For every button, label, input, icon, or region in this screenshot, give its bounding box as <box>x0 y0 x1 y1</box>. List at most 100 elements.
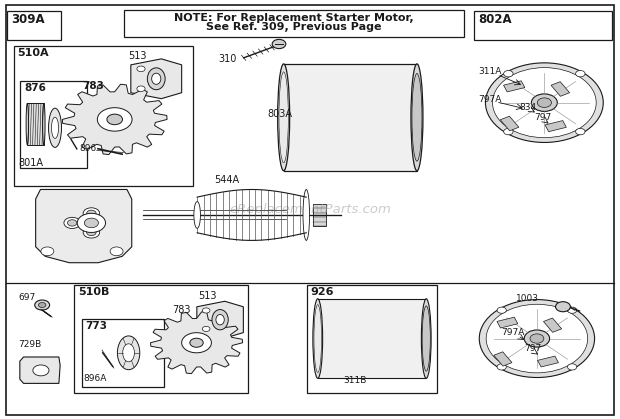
Polygon shape <box>63 84 167 155</box>
Text: 834: 834 <box>520 103 537 112</box>
Ellipse shape <box>51 117 58 138</box>
Text: 729B: 729B <box>19 340 42 349</box>
Text: 513: 513 <box>198 291 217 301</box>
Ellipse shape <box>303 189 309 241</box>
Bar <box>497 317 518 328</box>
Bar <box>14 46 193 186</box>
Bar <box>283 64 417 171</box>
Bar <box>538 356 559 367</box>
Polygon shape <box>197 301 243 338</box>
Circle shape <box>83 227 100 238</box>
Circle shape <box>202 308 210 313</box>
Circle shape <box>97 108 132 131</box>
Circle shape <box>485 63 603 142</box>
Circle shape <box>567 307 577 313</box>
Ellipse shape <box>117 336 140 370</box>
Ellipse shape <box>422 306 430 371</box>
Bar <box>27 103 44 145</box>
Text: 510A: 510A <box>17 48 49 58</box>
Text: 309A: 309A <box>11 13 45 26</box>
Ellipse shape <box>148 68 165 90</box>
Text: 896A: 896A <box>84 375 107 383</box>
Circle shape <box>83 208 100 219</box>
Text: 510B: 510B <box>78 287 110 297</box>
Text: 876: 876 <box>24 83 46 93</box>
Bar <box>503 81 525 92</box>
Text: 311B: 311B <box>343 377 366 385</box>
Circle shape <box>503 129 513 135</box>
Bar <box>74 285 248 393</box>
Polygon shape <box>20 357 60 383</box>
Text: 926: 926 <box>311 287 334 297</box>
Text: 801A: 801A <box>19 158 43 168</box>
Text: 797A: 797A <box>479 95 502 104</box>
Bar <box>424 316 428 361</box>
Ellipse shape <box>314 305 322 372</box>
Circle shape <box>479 300 595 378</box>
Circle shape <box>497 364 507 370</box>
Circle shape <box>556 302 570 312</box>
Text: 797A: 797A <box>501 328 525 337</box>
Circle shape <box>110 247 123 256</box>
Circle shape <box>33 365 49 376</box>
Text: 783: 783 <box>172 305 191 315</box>
Circle shape <box>137 66 145 72</box>
Ellipse shape <box>313 299 322 378</box>
Circle shape <box>567 364 577 370</box>
Ellipse shape <box>422 299 431 378</box>
Bar <box>124 10 464 37</box>
Bar <box>500 116 519 131</box>
Text: 896: 896 <box>79 144 97 153</box>
Circle shape <box>87 210 96 217</box>
Ellipse shape <box>123 344 135 362</box>
Circle shape <box>503 70 513 77</box>
Ellipse shape <box>412 73 422 161</box>
Bar <box>544 318 562 332</box>
Circle shape <box>272 39 286 49</box>
Bar <box>474 11 612 40</box>
Ellipse shape <box>43 103 45 145</box>
Text: 803A: 803A <box>268 109 293 119</box>
Text: 1003: 1003 <box>516 294 539 303</box>
Circle shape <box>525 330 549 347</box>
Circle shape <box>492 67 596 138</box>
Circle shape <box>107 114 123 125</box>
Bar <box>545 121 566 132</box>
Text: 773: 773 <box>86 321 107 331</box>
Circle shape <box>538 98 551 107</box>
Ellipse shape <box>216 315 224 325</box>
Circle shape <box>486 304 588 373</box>
Circle shape <box>497 307 507 313</box>
Text: 310: 310 <box>218 54 237 64</box>
Circle shape <box>190 338 203 347</box>
Circle shape <box>531 94 557 111</box>
Text: 311A: 311A <box>479 67 502 76</box>
Circle shape <box>35 300 50 310</box>
Ellipse shape <box>48 108 61 147</box>
Bar <box>307 285 437 393</box>
Bar <box>494 352 512 366</box>
Bar <box>313 204 326 226</box>
Text: 797: 797 <box>524 344 541 353</box>
Ellipse shape <box>152 73 161 84</box>
Bar <box>414 88 420 147</box>
Circle shape <box>84 218 99 228</box>
Ellipse shape <box>194 202 200 228</box>
Text: 513: 513 <box>128 51 147 61</box>
Circle shape <box>68 220 77 226</box>
Ellipse shape <box>278 64 290 171</box>
Text: 697: 697 <box>19 293 36 302</box>
Bar <box>7 11 61 40</box>
Ellipse shape <box>26 103 29 145</box>
Circle shape <box>575 129 585 135</box>
Bar <box>82 319 164 387</box>
Text: eReplacementParts.com: eReplacementParts.com <box>229 203 391 216</box>
Circle shape <box>575 70 585 77</box>
Text: 544A: 544A <box>214 175 239 185</box>
Circle shape <box>202 326 210 331</box>
Polygon shape <box>131 59 182 98</box>
Ellipse shape <box>212 310 228 330</box>
Circle shape <box>41 247 54 256</box>
Circle shape <box>137 86 145 91</box>
Circle shape <box>182 333 211 353</box>
